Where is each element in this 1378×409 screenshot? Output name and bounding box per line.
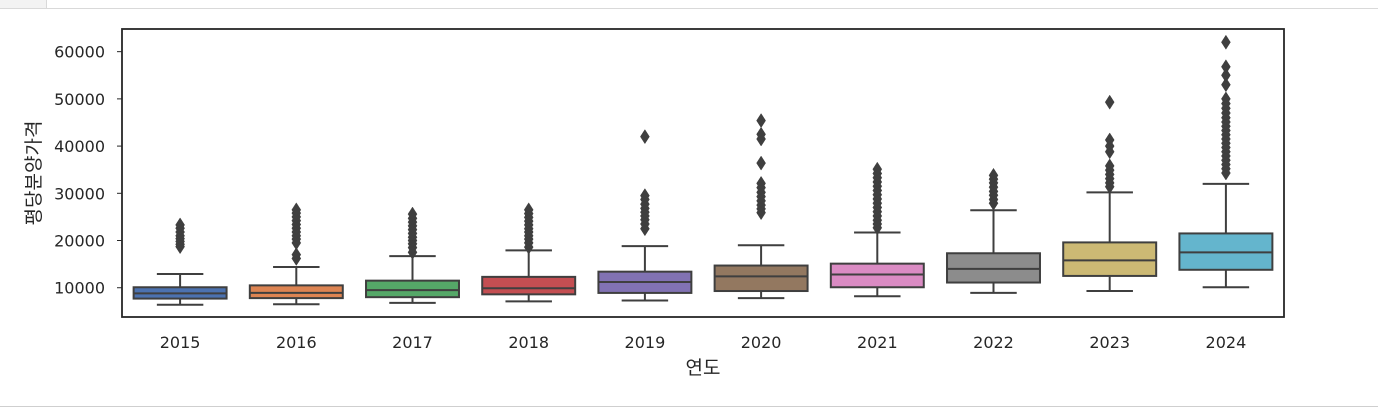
cell-divider <box>0 406 1378 407</box>
outlier-point <box>1221 34 1231 50</box>
box-2018 <box>481 202 577 303</box>
outlier-point <box>1104 132 1115 148</box>
y-tick-label: 40000 <box>54 137 105 156</box>
y-axis-ticks: 10000 20000 30000 40000 50000 60000 <box>54 43 122 298</box>
outlier-point <box>407 206 418 222</box>
x-tick-label: 2019 <box>625 333 666 352</box>
box-2017 <box>365 206 460 304</box>
x-tick-label: 2020 <box>741 333 782 352</box>
y-tick-label: 30000 <box>54 184 105 203</box>
iqr-box <box>481 275 577 296</box>
x-tick-label: 2017 <box>392 333 433 352</box>
x-tick-label: 2018 <box>508 333 549 352</box>
x-tick-label: 2022 <box>973 333 1014 352</box>
outlier-point <box>291 247 302 263</box>
outlier-point <box>1221 91 1231 107</box>
outlier-point <box>291 202 302 218</box>
x-tick-label: 2021 <box>857 333 898 352</box>
y-tick-label: 20000 <box>54 232 105 251</box>
y-tick-label: 10000 <box>54 279 105 298</box>
x-tick-label: 2024 <box>1206 333 1247 352</box>
box-2016 <box>248 202 344 306</box>
outlier-point <box>523 202 534 218</box>
outlier-point <box>1221 59 1231 75</box>
toolbar-tab-stub <box>0 0 47 8</box>
x-tick-label: 2016 <box>276 333 317 352</box>
outlier-point <box>756 175 766 191</box>
box-2023 <box>1062 94 1158 293</box>
box-series <box>132 34 1274 306</box>
outlier-point <box>175 217 185 233</box>
box-2022 <box>946 167 1041 294</box>
box-2024 <box>1178 34 1274 289</box>
iqr-box <box>365 279 460 299</box>
outlier-point <box>1104 94 1115 110</box>
outlier-point <box>1221 67 1231 83</box>
y-tick-label: 50000 <box>54 90 105 109</box>
iqr-box <box>1062 241 1158 277</box>
notebook-toolbar <box>0 0 1378 9</box>
outlier-point <box>756 155 766 171</box>
outlier-point <box>756 126 766 142</box>
box-2019 <box>597 129 693 302</box>
x-tick-label: 2015 <box>160 333 201 352</box>
outlier-point <box>640 188 650 204</box>
box-2020 <box>713 113 809 300</box>
outlier-point <box>756 113 766 129</box>
y-axis-label: 평당분양가격 <box>23 121 45 226</box>
outlier-point <box>1221 77 1231 93</box>
y-tick-label: 60000 <box>54 43 105 62</box>
x-axis-label: 연도 <box>686 357 721 379</box>
plot-frame <box>121 28 1285 318</box>
outlier-point <box>1104 158 1115 174</box>
box-2021 <box>829 161 925 298</box>
x-tick-label: 2023 <box>1089 333 1130 352</box>
iqr-box <box>248 284 344 300</box>
iqr-box <box>713 264 809 293</box>
x-axis-ticks: 2015 2016 2017 2018 2019 2020 2021 2022 2023 2024 <box>160 333 1247 352</box>
box-2015 <box>132 217 228 306</box>
outlier-point <box>988 167 999 183</box>
outlier-point <box>640 129 650 145</box>
outlier-point <box>872 161 883 177</box>
